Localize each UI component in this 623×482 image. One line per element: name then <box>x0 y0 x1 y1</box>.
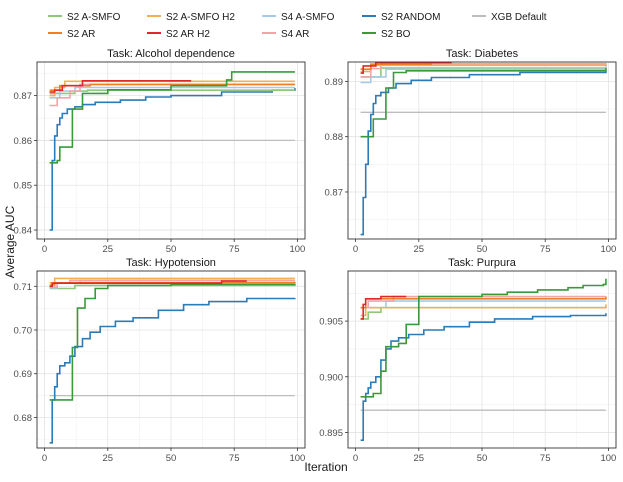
series-group <box>49 277 296 444</box>
series-line-s2-bo <box>49 283 296 401</box>
series-line-s2-ar-h2 <box>49 80 192 93</box>
series-line-s2-random <box>49 297 296 444</box>
series-line-s2-random <box>360 313 607 441</box>
series-line-s2-bo <box>49 71 295 164</box>
x-tick-label: 100 <box>600 453 616 464</box>
x-tick-label: 25 <box>414 244 425 255</box>
x-tick-label: 0 <box>353 453 358 464</box>
y-tick-label: 0.85 <box>14 181 33 192</box>
x-tick-label: 75 <box>229 453 240 464</box>
x-tick-label: 50 <box>166 453 177 464</box>
legend-label-s2-ar: S2 AR <box>67 29 95 40</box>
y-tick-label: 0.71 <box>14 282 33 293</box>
series-line-s2-random <box>360 71 607 236</box>
x-tick-label: 25 <box>103 453 114 464</box>
x-tick-label: 0 <box>42 244 47 255</box>
x-tick-label: 100 <box>600 244 616 255</box>
y-axis-label: Average AUC <box>3 205 17 278</box>
x-tick-label: 75 <box>229 244 240 255</box>
y-tick-label: 0.88 <box>325 132 344 143</box>
series-group <box>360 62 607 236</box>
x-tick-label: 100 <box>289 453 305 464</box>
legend-label-s2-a-smfo: S2 A-SMFO <box>67 12 121 23</box>
panel-task-hypotension: Task: Hypotension 0 25 50 75 100 0.68 0.69 0.70 0… <box>14 257 306 464</box>
x-axis-label: Iteration <box>304 460 347 474</box>
x-tick-label: 75 <box>540 453 551 464</box>
legend-label-s2-random: S2 RANDOM <box>381 12 440 23</box>
y-tick-label: 0.68 <box>14 413 33 424</box>
legend-label-s2-bo: S2 BO <box>381 29 411 40</box>
legend-item-xgb-default: XGB Default <box>472 12 547 23</box>
y-tick-label: 0.84 <box>14 226 33 237</box>
x-tick-label: 25 <box>414 453 425 464</box>
y-tick-label: 0.69 <box>14 369 33 380</box>
x-tick-label: 100 <box>289 244 305 255</box>
panel-border <box>347 61 617 240</box>
legend: S2 A-SMFO S2 A-SMFO H2 S4 A-SMFO S2 RANDOM X… <box>48 12 547 40</box>
legend-item-s2-bo: S2 BO <box>362 29 411 40</box>
legend-label-s2-ar-h2: S2 AR H2 <box>166 29 210 40</box>
panel-title: Task: Purpura <box>448 257 517 269</box>
legend-item-s2-ar: S2 AR <box>48 29 95 40</box>
panel-task-alcohol-dependence: Task: Alcohol dependence 0 25 50 75 100 0.84 0.… <box>14 48 306 255</box>
y-tick-label: 0.87 <box>14 91 33 102</box>
x-tick-label: 50 <box>477 244 488 255</box>
y-tick-label: 0.895 <box>319 428 343 439</box>
panel-border <box>36 61 306 240</box>
legend-label-s2-a-smfo-h2: S2 A-SMFO H2 <box>166 12 235 23</box>
panel-title: Task: Hypotension <box>126 257 216 269</box>
legend-label-s4-ar: S4 AR <box>281 29 309 40</box>
series-group <box>360 278 607 441</box>
legend-item-s2-a-smfo: S2 A-SMFO <box>48 12 121 23</box>
x-tick-label: 50 <box>477 453 488 464</box>
x-tick-label: 0 <box>353 244 358 255</box>
y-tick-label: 0.905 <box>319 317 343 328</box>
legend-item-s2-a-smfo-h2: S2 A-SMFO H2 <box>147 12 235 23</box>
legend-item-s4-ar: S4 AR <box>262 29 309 40</box>
x-tick-label: 75 <box>540 244 551 255</box>
y-tick-label: 0.70 <box>14 326 33 337</box>
x-tick-label: 50 <box>166 244 177 255</box>
y-tick-label: 0.900 <box>319 372 343 383</box>
y-tick-label: 0.87 <box>325 187 344 198</box>
series-line-s2-bo <box>360 68 607 138</box>
x-tick-label: 25 <box>103 244 114 255</box>
panel-task-diabetes: Task: Diabetes 0 25 50 75 100 0.87 0.88 0.89 <box>325 48 617 255</box>
series-line-s2-ar-h2 <box>360 62 452 74</box>
series-line-s2-bo <box>360 278 607 398</box>
legend-label-s4-a-smfo: S4 A-SMFO <box>281 12 335 23</box>
panel-title: Task: Alcohol dependence <box>107 48 235 60</box>
series-line-s4-ar <box>360 62 607 78</box>
legend-item-s2-random: S2 RANDOM <box>362 12 440 23</box>
series-line-s2-ar-h2 <box>49 280 247 288</box>
panel-border <box>347 270 617 449</box>
x-tick-label: 0 <box>42 453 47 464</box>
panel-border <box>36 270 306 449</box>
panel-title: Task: Diabetes <box>446 48 519 60</box>
legend-label-xgb-default: XGB Default <box>491 12 547 23</box>
legend-item-s4-a-smfo: S4 A-SMFO <box>262 12 335 23</box>
facet-panels: Task: Alcohol dependence 0 25 50 75 100 0.84 0.… <box>14 48 617 464</box>
panel-task-purpura: Task: Purpura 0 25 50 75 100 0.895 0.900 0.905 <box>319 257 617 464</box>
series-line-s2-ar-h2 <box>360 295 407 320</box>
y-tick-label: 0.89 <box>325 77 344 88</box>
y-tick-label: 0.86 <box>14 136 33 147</box>
legend-item-s2-ar-h2: S2 AR H2 <box>147 29 210 40</box>
series-group <box>49 71 296 231</box>
